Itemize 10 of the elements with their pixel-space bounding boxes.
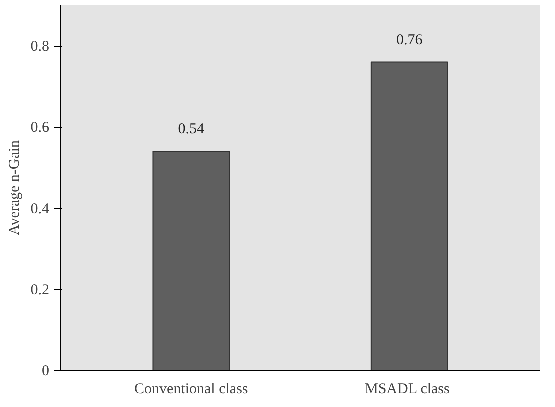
y-tick-label: 0.2 <box>30 282 50 298</box>
y-tick-label: 0.4 <box>30 201 50 218</box>
x-tick-label: Conventional class <box>134 382 248 398</box>
y-tick-label: 0 <box>42 364 50 380</box>
data-label: 0.54 <box>178 122 206 138</box>
y-tick-label: 0.8 <box>30 39 50 56</box>
x-tick-label: MSADL class <box>365 382 450 398</box>
y-tick-label: 0.6 <box>30 120 50 136</box>
data-label: 0.76 <box>396 32 424 48</box>
y-axis-title: Average n-Gain <box>6 140 23 236</box>
